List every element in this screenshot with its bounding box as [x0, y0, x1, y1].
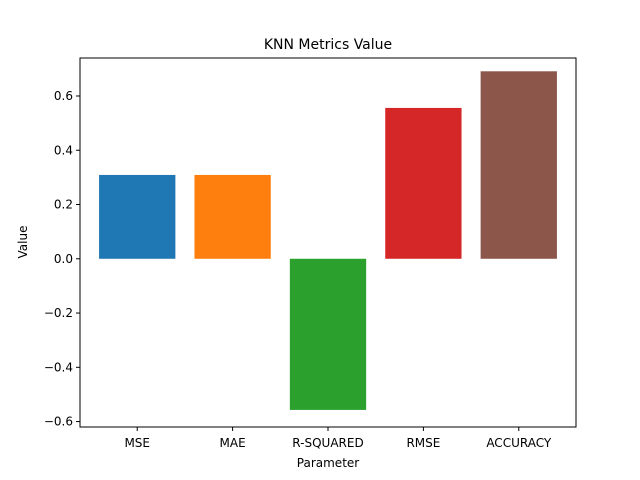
y-tick-label: 0.6: [54, 89, 73, 103]
x-axis-ticks: MSE MAE R-SQUARED RMSE ACCURACY: [124, 427, 552, 450]
x-tick-label: ACCURACY: [486, 436, 552, 450]
x-axis-label: Parameter: [297, 456, 359, 470]
x-tick-label: R-SQUARED: [292, 436, 363, 450]
y-tick-label: −0.2: [44, 306, 73, 320]
x-tick-label: RMSE: [406, 436, 440, 450]
bar-accuracy: [480, 71, 557, 259]
x-tick-label: MAE: [220, 436, 246, 450]
y-tick-label: 0.4: [54, 143, 73, 157]
x-tick-label: MSE: [124, 436, 150, 450]
y-tick-label: −0.4: [44, 360, 73, 374]
y-tick-label: −0.6: [44, 415, 73, 429]
bar-rmse: [385, 107, 462, 259]
bar-r-squared: [289, 258, 367, 410]
bars-group: [99, 71, 557, 410]
y-axis-ticks: −0.6 −0.4 −0.2 0.0 0.2 0.4 0.6: [44, 89, 80, 429]
plot-frame: [79, 57, 577, 428]
bar-mse: [99, 174, 176, 259]
chart-title: KNN Metrics Value: [264, 37, 392, 53]
y-axis-label: Value: [16, 226, 30, 259]
y-tick-label: 0.2: [54, 198, 73, 212]
bar-mae: [194, 174, 271, 259]
y-tick-label: 0.0: [54, 252, 73, 266]
